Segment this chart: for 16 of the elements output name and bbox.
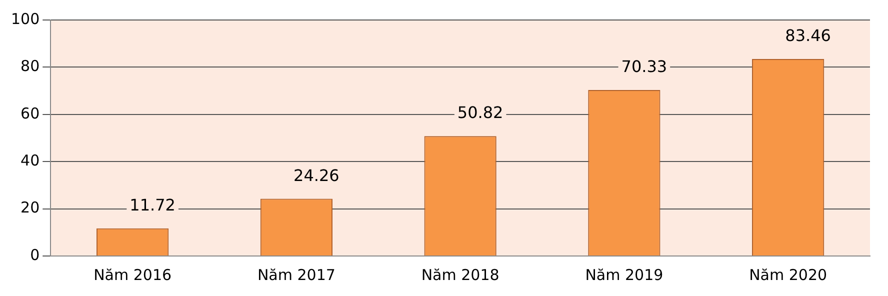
x-tick-label: Năm 2017 [257, 266, 336, 284]
y-tick-label: 100 [10, 10, 40, 28]
y-tick-label: 80 [20, 57, 40, 76]
x-tick-label: Năm 2018 [421, 266, 500, 284]
x-tick-label: Năm 2020 [749, 266, 828, 284]
y-tick-label: 60 [20, 104, 40, 122]
data-label: 24.26 [294, 166, 340, 185]
y-tick-label: 0 [30, 246, 40, 264]
x-tick-label: Năm 2016 [94, 266, 172, 284]
data-label: 11.72 [130, 195, 176, 214]
x-tick-label: Năm 2019 [585, 266, 664, 284]
data-label: 83.46 [785, 26, 831, 46]
y-tick-label: 20 [20, 198, 40, 217]
y-tick-label: 40 [20, 151, 40, 170]
data-label: 70.33 [621, 57, 668, 76]
data-label: 50.82 [457, 103, 504, 122]
